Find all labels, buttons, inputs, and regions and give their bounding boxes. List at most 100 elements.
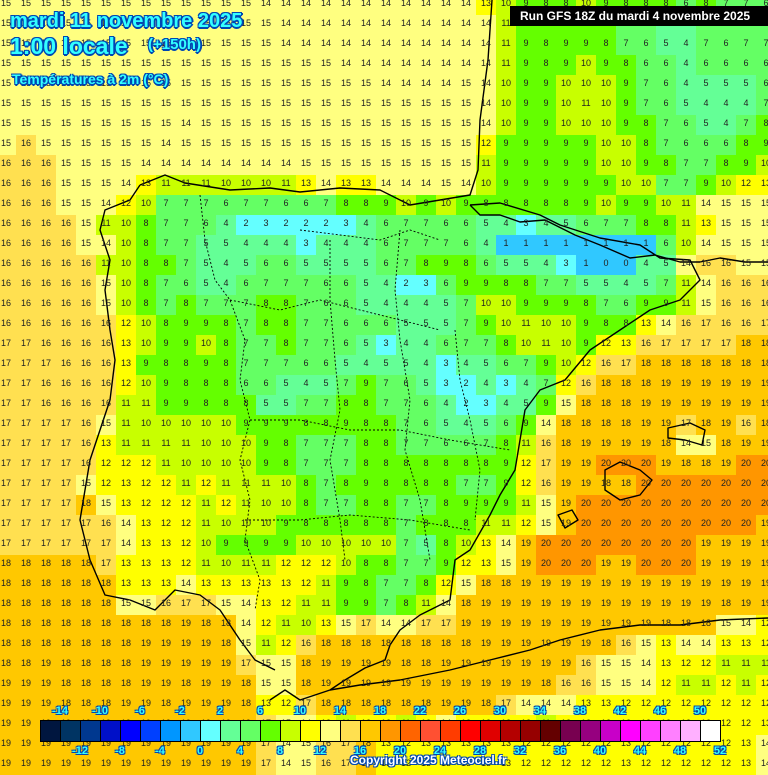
temperature-cell xyxy=(456,0,476,15)
temperature-value: 18 xyxy=(740,358,751,368)
temperature-value: 20 xyxy=(660,518,671,528)
temperature-value: 15 xyxy=(320,58,331,68)
temperature-value: 2 xyxy=(283,218,289,228)
temperature-value: 19 xyxy=(760,538,768,548)
temperature-cell xyxy=(16,175,36,195)
temperature-value: 10 xyxy=(540,318,551,328)
temperature-value: 10 xyxy=(140,338,151,348)
temperature-value: 18 xyxy=(620,398,631,408)
temperature-value: 14 xyxy=(120,538,131,548)
legend-swatch xyxy=(221,721,241,741)
temperature-cell xyxy=(356,55,376,75)
temperature-value: 8 xyxy=(383,418,389,428)
temperature-value: 10 xyxy=(720,178,731,188)
temperature-value: 11 xyxy=(181,478,191,488)
temperature-cell xyxy=(656,75,676,95)
temperature-value: 15 xyxy=(60,118,71,128)
temperature-cell xyxy=(676,155,696,175)
temperature-cell xyxy=(196,55,216,75)
temperature-cell xyxy=(136,95,156,115)
temperature-value: 16 xyxy=(20,178,31,188)
temperature-value: 16 xyxy=(80,298,91,308)
temperature-value: 19 xyxy=(20,758,31,768)
temperature-value: 6 xyxy=(303,358,309,368)
temperature-value: 5 xyxy=(603,278,609,288)
temperature-value: 19 xyxy=(640,418,651,428)
temperature-value: 16 xyxy=(80,278,91,288)
temperature-value: 19 xyxy=(520,578,531,588)
temperature-value: 20 xyxy=(640,478,651,488)
temperature-value: 7 xyxy=(403,418,409,428)
temperature-value: 15 xyxy=(460,138,471,148)
temperature-value: 4 xyxy=(683,38,689,48)
temperature-value: 20 xyxy=(680,518,691,528)
temperature-value: 15 xyxy=(240,138,251,148)
temperature-cell xyxy=(656,175,676,195)
temperature-value: 14 xyxy=(320,18,331,28)
temperature-value: 9 xyxy=(183,338,189,348)
temperature-value: 14 xyxy=(120,518,131,528)
temperature-value: 17 xyxy=(700,318,711,328)
temperature-value: 8 xyxy=(383,558,389,568)
temperature-value: 12 xyxy=(720,698,731,708)
legend-label-bottom: -8 xyxy=(115,745,125,757)
temperature-value: 10 xyxy=(680,238,691,248)
temperature-value: 18 xyxy=(760,338,768,348)
temperature-value: 15 xyxy=(340,98,351,108)
temperature-value: 9 xyxy=(563,58,569,68)
temperature-value: 19 xyxy=(320,678,331,688)
legend-label-top: 50 xyxy=(693,705,707,717)
temperature-value: 5 xyxy=(563,218,569,228)
temperature-value: 12 xyxy=(520,518,531,528)
temperature-cell xyxy=(496,135,516,155)
temperature-cell xyxy=(116,55,136,75)
temperature-value: 8 xyxy=(223,378,229,388)
temperature-value: 18 xyxy=(120,618,131,628)
temperature-value: 19 xyxy=(620,578,631,588)
temperature-value: 19 xyxy=(520,658,531,668)
temperature-value: 18 xyxy=(220,638,231,648)
temperature-value: 15 xyxy=(620,658,631,668)
temperature-value: 19 xyxy=(80,758,91,768)
temperature-value: 7 xyxy=(323,498,329,508)
temperature-value: 17 xyxy=(0,358,11,368)
temperature-value: 18 xyxy=(160,618,171,628)
temperature-cell xyxy=(96,55,116,75)
temperature-value: 19 xyxy=(540,618,551,628)
temperature-cell xyxy=(376,35,396,55)
temperature-value: 17 xyxy=(80,518,91,528)
temperature-cell xyxy=(0,115,16,135)
temperature-cell xyxy=(736,95,756,115)
temperature-cell xyxy=(556,55,576,75)
temperature-value: 13 xyxy=(140,578,151,588)
temperature-value: 13 xyxy=(140,178,151,188)
temperature-value: 12 xyxy=(100,458,111,468)
temperature-value: 8 xyxy=(363,498,369,508)
temperature-value: 12 xyxy=(740,698,751,708)
temperature-cell xyxy=(76,135,96,155)
temperature-value: 14 xyxy=(240,618,251,628)
legend-label-bottom: 40 xyxy=(593,745,607,757)
temperature-value: 15 xyxy=(40,138,51,148)
temperature-value: 9 xyxy=(563,298,569,308)
temperature-value: 8 xyxy=(223,318,229,328)
legend-swatch xyxy=(381,721,401,741)
temperature-value: 19 xyxy=(540,638,551,648)
temperature-value: 19 xyxy=(740,398,751,408)
temperature-value: 16 xyxy=(540,438,551,448)
temperature-value: 16 xyxy=(20,218,31,228)
temperature-value: 18 xyxy=(120,658,131,668)
temperature-value: 16 xyxy=(40,298,51,308)
temperature-value: 20 xyxy=(600,538,611,548)
temperature-value: 4 xyxy=(223,218,229,228)
temperature-value: 15 xyxy=(200,0,211,8)
temperature-value: 18 xyxy=(80,578,91,588)
temperature-value: 5 xyxy=(683,98,689,108)
temperature-value: 9 xyxy=(503,498,509,508)
temperature-value: 20 xyxy=(720,478,731,488)
temperature-value: 18 xyxy=(100,598,111,608)
temperature-value: 19 xyxy=(160,658,171,668)
temperature-value: 4 xyxy=(283,238,289,248)
temperature-cell xyxy=(136,135,156,155)
temperature-value: 15 xyxy=(220,598,231,608)
